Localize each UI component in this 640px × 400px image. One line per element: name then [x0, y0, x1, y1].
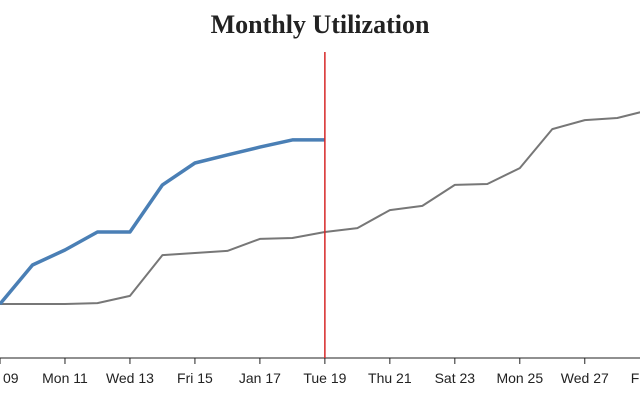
x-tick-label: Jan 17 — [239, 370, 281, 386]
x-tick-label: Fri 15 — [177, 370, 213, 386]
series-line — [0, 138, 325, 306]
chart-title: Monthly Utilization — [211, 10, 430, 39]
x-tick-label: F — [631, 370, 640, 386]
x-tick-label: Tue 19 — [303, 370, 346, 386]
x-tick-label: 09 — [3, 370, 19, 386]
x-tick-label: Wed 27 — [561, 370, 609, 386]
x-tick-label: Wed 13 — [106, 370, 154, 386]
x-tick-label: Thu 21 — [368, 370, 412, 386]
x-tick-label: Mon 11 — [42, 370, 88, 386]
x-tick-label: Mon 25 — [496, 370, 543, 386]
x-tick-label: Sat 23 — [435, 370, 476, 386]
